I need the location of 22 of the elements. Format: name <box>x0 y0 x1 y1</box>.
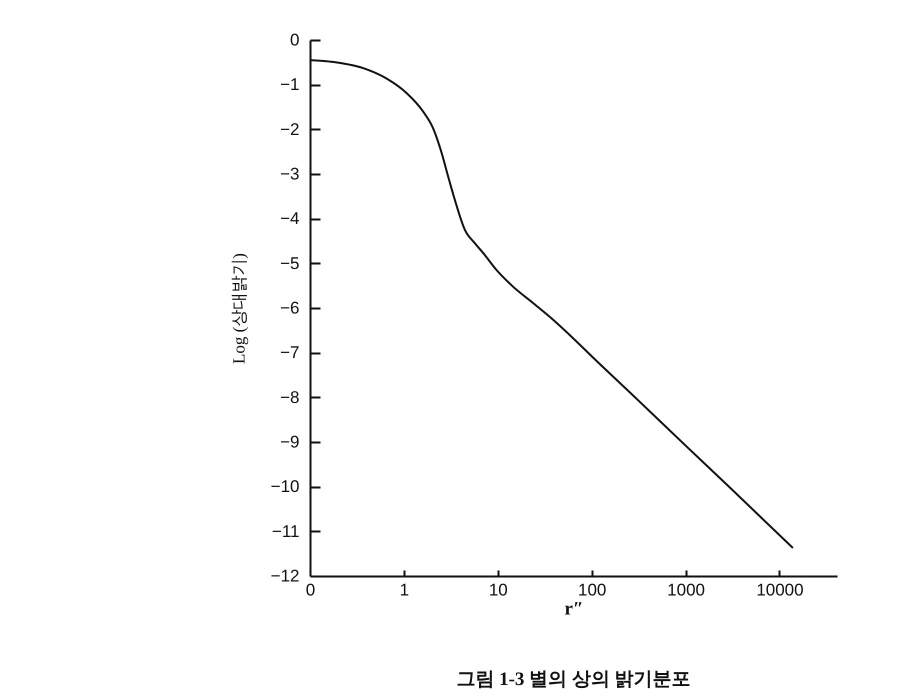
y-tick-label: −6 <box>280 298 300 318</box>
y-tick-label: −3 <box>280 164 300 184</box>
x-tick-label: 1 <box>400 580 410 600</box>
y-tick-label: −10 <box>270 477 300 496</box>
y-tick-label: −4 <box>280 209 300 228</box>
x-axis-title: r″ <box>564 598 584 620</box>
y-tick-label: −8 <box>280 388 300 407</box>
x-tick-label: 1000 <box>667 580 705 600</box>
y-tick-label: −1 <box>280 75 300 94</box>
y-tick-label: −7 <box>280 343 300 362</box>
x-tick-label: 10000 <box>756 580 804 600</box>
y-tick-label: 0 <box>290 30 300 50</box>
y-axis-title: Log (상대밝기) <box>230 253 249 364</box>
y-tick-label: −5 <box>280 254 300 273</box>
y-tick-label: −2 <box>280 120 300 139</box>
y-tick-label: −12 <box>270 566 300 586</box>
text: 그림 1-3 별의 상의 밝기분포 <box>456 669 691 690</box>
x-tick-label: 0 <box>306 580 316 600</box>
x-tick-label: 10 <box>488 580 508 600</box>
x-tick-label: 100 <box>578 580 606 600</box>
y-tick-label: −9 <box>280 432 300 452</box>
y-tick-label: −11 <box>272 522 300 541</box>
